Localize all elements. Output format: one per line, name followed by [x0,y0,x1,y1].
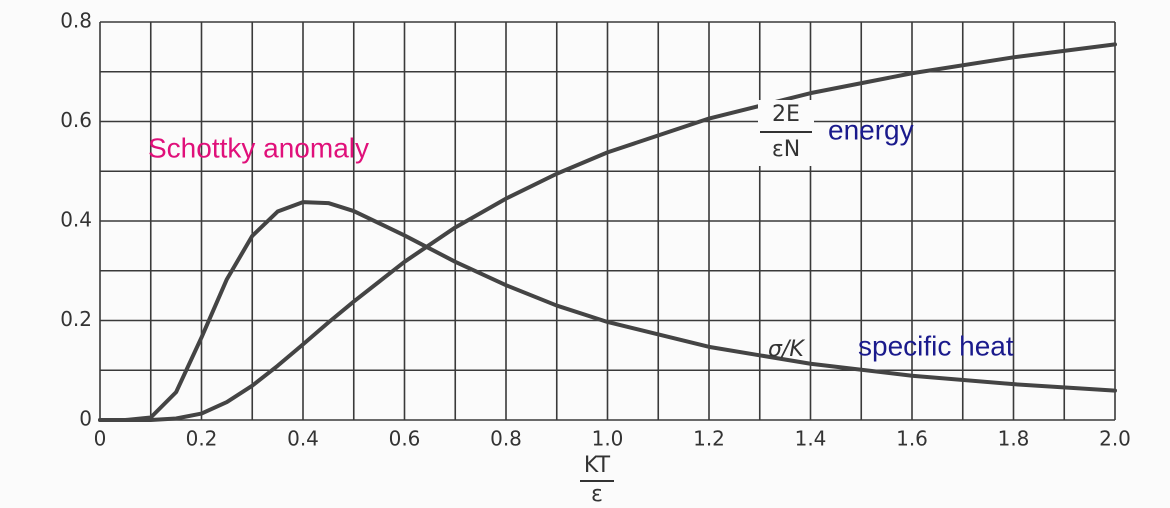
x-tick-label: 1.2 [693,427,725,451]
labels: Schottky anomaly energy specific heat 2E… [148,100,1014,507]
curve-label: σ/K [768,337,805,362]
x-tick-label: 1.6 [896,427,928,451]
y-tick-label: 0.8 [60,9,92,33]
y-tick-label: 0.6 [60,108,92,132]
grid: 0 0.2 0.4 0.6 0.8 1.0 1.2 1.4 1.6 1.8 2.0 0 0.2 0.4 0.… [60,9,1131,451]
y-tick-label: 0 [79,407,92,431]
curve-label-numerator: 2E [772,102,800,127]
y-tick-label: 0.2 [60,307,92,331]
annotation: energy [828,114,914,145]
annotation: specific heat [858,330,1014,361]
x-axis-label-denominator: ε [591,482,603,507]
x-axis-label-numerator: KT [584,453,611,478]
annotation: Schottky anomaly [148,132,369,163]
curve-label-denominator: εN [772,137,800,162]
line [98,200,1117,422]
x-tick-label: 1.4 [795,427,827,451]
x-tick-label: 1.8 [998,427,1030,451]
x-tick-label: 2.0 [1099,427,1131,451]
x-tick-label: 0.8 [490,427,522,451]
x-tick-label: 0.6 [389,427,421,451]
x-tick-label: 0 [94,427,107,451]
x-tick-label: 0.4 [287,427,319,451]
x-tick-label: 1.0 [592,427,624,451]
y-tick-label: 0.4 [60,208,92,232]
x-tick-label: 0.2 [186,427,218,451]
